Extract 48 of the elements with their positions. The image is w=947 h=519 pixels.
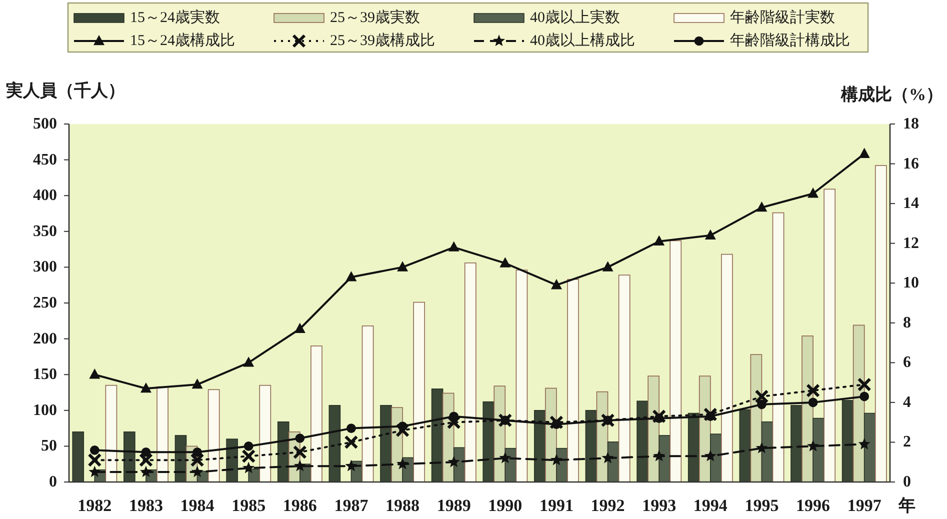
legend-label: 40歳以上実数 [530, 9, 620, 26]
y-tick-label: 0 [49, 474, 57, 490]
y2-tick-label: 6 [903, 354, 911, 372]
x-tick-label: 1990 [488, 496, 522, 515]
y2-tick-label: 4 [903, 394, 911, 411]
y-tick-label: 500 [33, 116, 57, 132]
y2-tick-label: 18 [903, 116, 919, 132]
x-tick-label: 1993 [642, 496, 676, 515]
legend-label: 25～39歳実数 [330, 9, 420, 26]
y2-tick-label: 0 [903, 474, 911, 490]
y-tick-label: 200 [33, 330, 57, 348]
legend-label: 15～24歳構成比 [130, 32, 235, 49]
legend-label: 年齢階級計構成比 [730, 32, 850, 49]
y-tick-label: 100 [33, 402, 57, 419]
y-tick-label: 400 [33, 187, 57, 204]
y-axis-title: 実人員（千人） [5, 81, 125, 100]
y2-tick-label: 10 [903, 274, 919, 292]
y-tick-label: 350 [33, 222, 57, 240]
x-tick-label: 1986 [282, 496, 317, 515]
x-tick-label: 1992 [590, 496, 625, 515]
y2-tick-label: 14 [903, 195, 919, 212]
y2-tick-label: 16 [903, 155, 919, 172]
legend-label: 40歳以上構成比 [530, 32, 635, 49]
y2-tick-label: 12 [903, 234, 919, 252]
x-tick-label: 1987 [334, 496, 369, 515]
legend-label: 15～24歳実数 [130, 9, 220, 26]
y2-tick-label: 8 [903, 314, 911, 332]
y2-axis-title: 構成比（%） [840, 85, 943, 104]
x-tick-label: 1982 [78, 496, 112, 515]
y-tick-label: 250 [33, 294, 57, 312]
x-tick-label: 1985 [232, 496, 266, 515]
y-tick-label: 450 [33, 151, 57, 168]
y-tick-label: 50 [41, 438, 57, 455]
x-tick-label: 1994 [693, 496, 728, 515]
y-tick-label: 150 [33, 366, 57, 384]
x-tick-label: 1983 [128, 496, 163, 515]
legend-label: 25～39歳構成比 [330, 32, 435, 49]
x-tick-label: 1984 [180, 496, 215, 515]
x-tick-label: 1989 [436, 496, 471, 515]
x-tick-label: 1997 [847, 496, 882, 515]
x-tick-label: 1995 [744, 496, 779, 515]
x-tick-label: 1996 [796, 496, 830, 515]
y2-tick-label: 2 [903, 434, 911, 451]
x-tick-label: 1991 [539, 496, 574, 515]
y-tick-label: 300 [33, 258, 57, 276]
x-tick-label: 1988 [386, 496, 420, 515]
legend-label: 年齢階級計実数 [730, 9, 835, 26]
x-axis-title: 年 [898, 496, 916, 515]
